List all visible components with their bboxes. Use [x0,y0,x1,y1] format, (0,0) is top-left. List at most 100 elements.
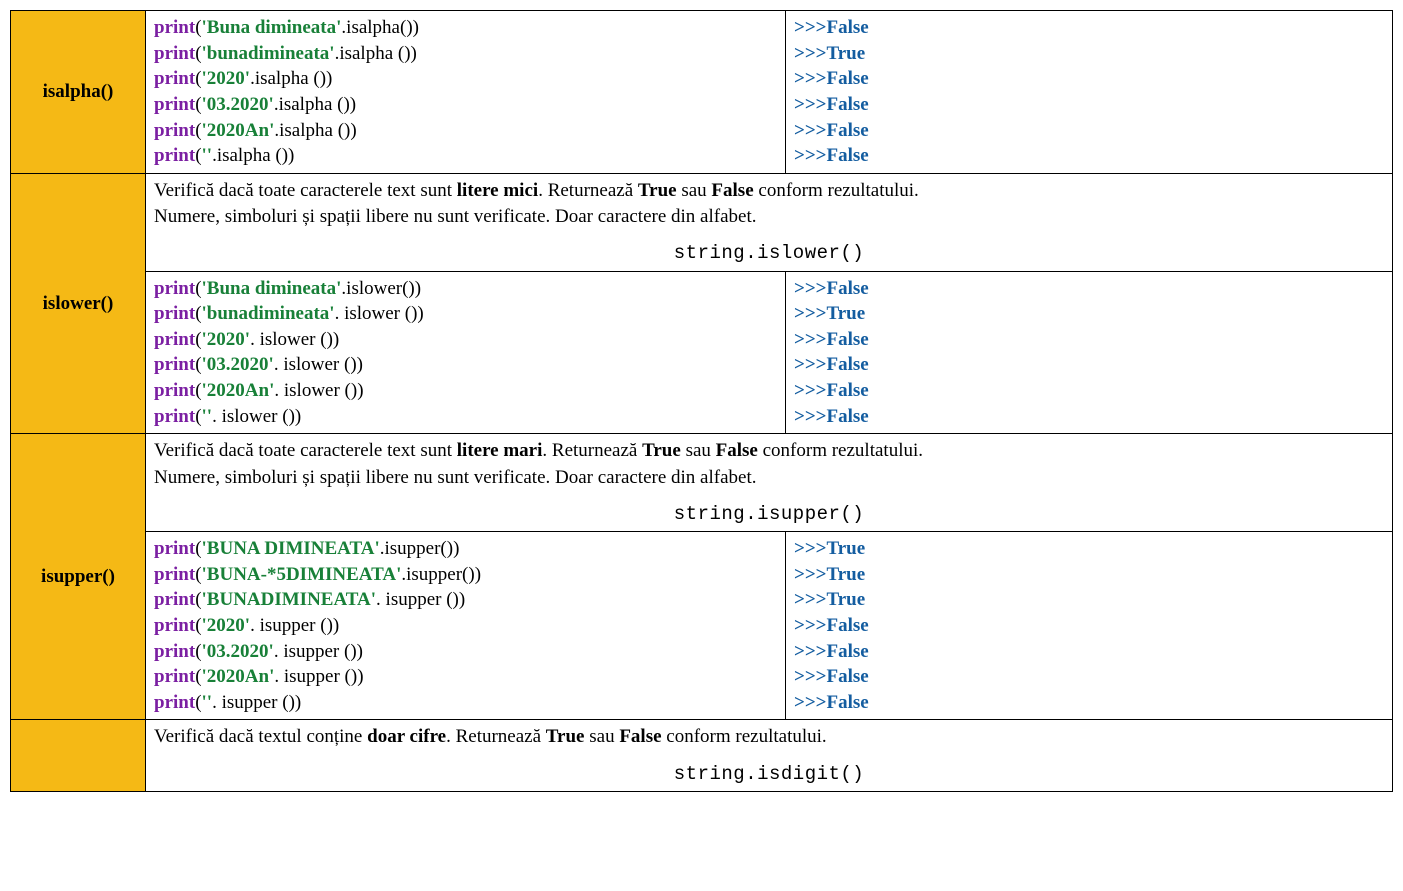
prompt-operator: >>> [794,641,826,662]
string-literal: '03.2020' [202,94,274,115]
bool-value: True [826,43,865,64]
table-row: print('BUNA DIMINEATA'.isupper())print('… [11,532,1393,720]
code-line: print('2020An'. islower ()) [154,378,777,404]
signature: string.isupper() [154,501,1384,527]
bool-value: False [826,120,868,141]
output-line: >>>False [794,276,1384,302]
bool-value: False [826,666,868,687]
method-call: .islower()) [341,278,421,299]
method-call: .isalpha ()) [274,94,356,115]
string-literal: '2020' [202,329,251,350]
bool-value: False [826,17,868,38]
prompt-operator: >>> [794,354,826,375]
code-line: print('BUNA-*5DIMINEATA'.isupper()) [154,562,777,588]
prompt-operator: >>> [794,538,826,559]
keyword: print [154,43,195,64]
method-name-cell: isupper() [11,434,146,720]
code-line: print('bunadimineata'.isalpha ()) [154,41,777,67]
code-line: print('2020An'.isalpha ()) [154,118,777,144]
keyword: print [154,278,195,299]
output-line: >>>False [794,404,1384,430]
prompt-operator: >>> [794,145,826,166]
description-line: Verifică dacă toate caracterele text sun… [154,178,1384,204]
code-line: print('2020'. isupper ()) [154,613,777,639]
bool-value: False [826,354,868,375]
signature: string.islower() [154,240,1384,266]
method-call: .isalpha ()) [335,43,417,64]
string-literal: 'BUNADIMINEATA' [202,589,377,610]
code-line: print('BUNA DIMINEATA'.isupper()) [154,536,777,562]
table-row: isupper()Verifică dacă toate caracterele… [11,434,1393,532]
code-line: print('03.2020'. isupper ()) [154,639,777,665]
bool-value: True [826,589,865,610]
bool-value: True [826,303,865,324]
table-row: Verifică dacă textul conține doar cifre.… [11,720,1393,791]
keyword: print [154,120,195,141]
bool-value: False [826,145,868,166]
keyword: print [154,354,195,375]
method-call: . isupper ()) [274,666,363,687]
output-line: >>>False [794,92,1384,118]
bold-text: False [619,726,661,747]
method-name-cell [11,720,146,791]
prompt-operator: >>> [794,564,826,585]
output-line: >>>True [794,301,1384,327]
output-line: >>>False [794,664,1384,690]
string-literal: '2020' [202,68,251,89]
keyword: print [154,329,195,350]
bold-text: False [711,180,753,201]
string-literal: '2020An' [202,666,275,687]
bool-value: False [826,406,868,427]
keyword: print [154,666,195,687]
python-methods-table: isalpha()print('Buna dimineata'.isalpha(… [10,10,1393,792]
prompt-operator: >>> [794,692,826,713]
prompt-operator: >>> [794,278,826,299]
code-line: print('Buna dimineata'.isalpha()) [154,15,777,41]
string-literal: 'Buna dimineata' [202,17,342,38]
bold-text: True [546,726,585,747]
output-line: >>>False [794,15,1384,41]
table-row: print('Buna dimineata'.islower())print('… [11,271,1393,434]
method-name-cell: islower() [11,173,146,434]
bold-text: doar cifre [367,726,446,747]
code-cell: print('Buna dimineata'.isalpha())print('… [146,11,786,174]
method-call: .isupper()) [401,564,481,585]
method-call: . islower ()) [274,354,363,375]
prompt-operator: >>> [794,329,826,350]
prompt-operator: >>> [794,68,826,89]
method-call: . islower ()) [335,303,424,324]
prompt-operator: >>> [794,666,826,687]
output-line: >>>False [794,327,1384,353]
method-call: .isupper()) [380,538,460,559]
description-line: Numere, simboluri și spații libere nu su… [154,465,1384,491]
string-literal: '2020An' [202,380,275,401]
output-cell: >>>True>>>True>>>True>>>False>>>False>>>… [786,532,1393,720]
string-literal: 'BUNA DIMINEATA' [202,538,380,559]
prompt-operator: >>> [794,615,826,636]
keyword: print [154,615,195,636]
code-line: print('2020'.isalpha ()) [154,66,777,92]
description-cell: Verifică dacă toate caracterele text sun… [146,434,1393,532]
code-line: print('2020An'. isupper ()) [154,664,777,690]
description-cell: Verifică dacă textul conține doar cifre.… [146,720,1393,791]
string-literal: '2020' [202,615,251,636]
description-line: Verifică dacă textul conține doar cifre.… [154,724,1384,750]
keyword: print [154,641,195,662]
output-line: >>>False [794,66,1384,92]
string-literal: '' [202,145,213,166]
keyword: print [154,17,195,38]
string-literal: '03.2020' [202,641,274,662]
output-line: >>>False [794,143,1384,169]
method-name-cell: isalpha() [11,11,146,174]
keyword: print [154,406,195,427]
prompt-operator: >>> [794,406,826,427]
bold-text: True [638,180,677,201]
bold-text: litere mari [457,440,543,461]
bool-value: True [826,564,865,585]
code-line: print('03.2020'. islower ()) [154,352,777,378]
description-line: Verifică dacă toate caracterele text sun… [154,438,1384,464]
bool-value: False [826,692,868,713]
output-line: >>>True [794,41,1384,67]
string-literal: '03.2020' [202,354,274,375]
output-line: >>>False [794,352,1384,378]
